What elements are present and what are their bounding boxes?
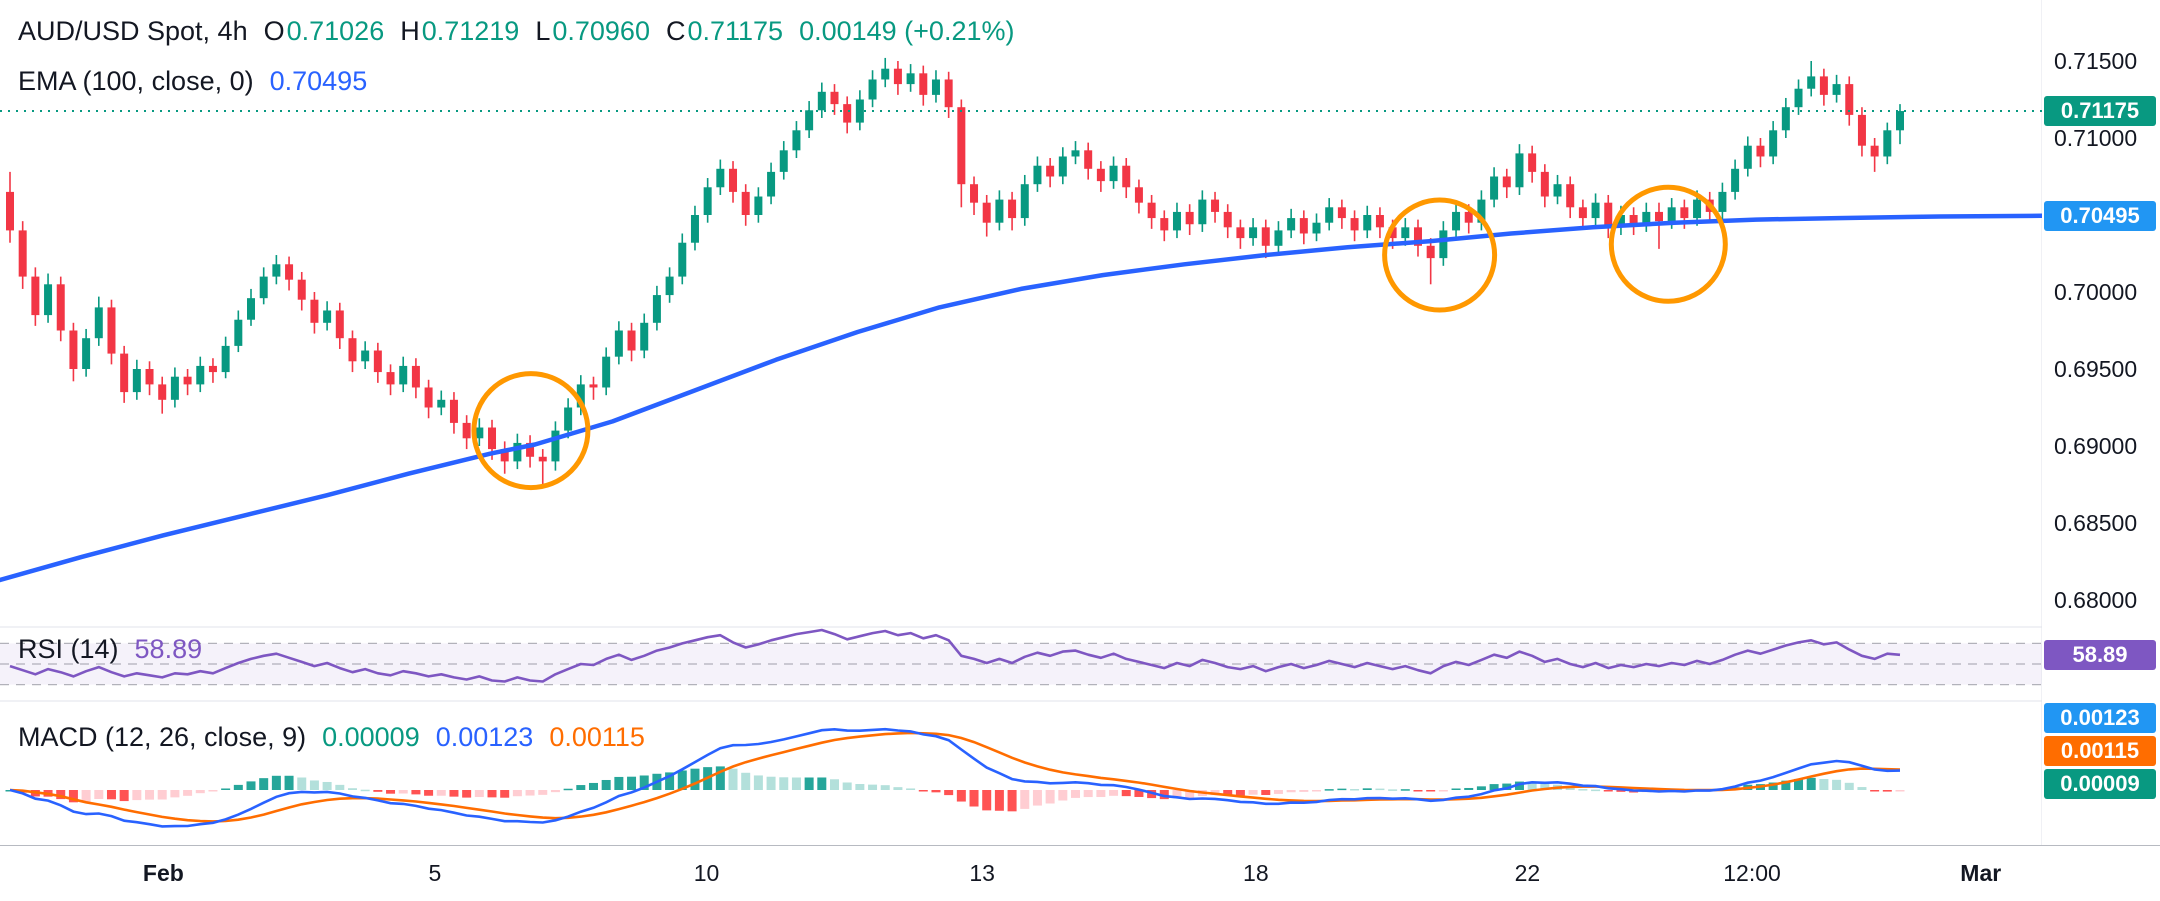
rsi-label: RSI (14) (18, 634, 119, 664)
macd-line-value: 0.00123 (435, 722, 534, 752)
price-tick-label: 0.71500 (2054, 48, 2138, 74)
change-value: 0.00149 (+0.21%) (799, 16, 1015, 46)
rsi-legend[interactable]: RSI (14) 58.89 (18, 634, 202, 665)
macd-line-badge: 0.00123 (2044, 703, 2156, 733)
macd-signal-badge: 0.00115 (2044, 736, 2156, 766)
time-axis-label: 22 (1514, 860, 1541, 886)
low-value: L 0.70960 (535, 16, 650, 46)
macd-signal-value: 0.00115 (549, 722, 645, 752)
last-price-badge: 0.71175 (2044, 96, 2156, 127)
candlestick-series[interactable] (6, 57, 1904, 485)
macd-histogram[interactable] (5, 766, 1905, 812)
time-axis-label: Feb (142, 860, 184, 886)
ema-value-badge: 0.70495 (2044, 200, 2156, 231)
macd-label: MACD (12, 26, close, 9) (18, 722, 307, 752)
ema-touch-circle[interactable] (1608, 184, 1728, 304)
macd-hist-badge: 0.00009 (2044, 769, 2156, 799)
macd-hist-value: 0.00009 (322, 722, 420, 752)
ema-line[interactable] (0, 213, 2045, 583)
rsi-line[interactable] (9, 628, 1901, 683)
symbol-legend[interactable]: AUD/USD Spot, 4h O 0.71026 H 0.71219 L 0.70… (18, 16, 1015, 47)
price-tick-label: 0.68000 (2054, 587, 2138, 613)
rsi-band (0, 642, 2042, 686)
panel-separators (0, 0, 2160, 845)
ema-touch-circle[interactable] (471, 371, 591, 491)
price-tick-label: 0.70000 (2054, 279, 2138, 305)
time-axis[interactable]: Feb 5 10 13 18 22 12:00 Mar (0, 845, 2160, 901)
ema-label: EMA (100, close, 0) (18, 66, 254, 96)
high-value: H 0.71219 (400, 16, 520, 46)
price-tick-label: 0.71000 (2054, 125, 2138, 151)
ema-value: 0.70495 (269, 66, 368, 96)
rsi-value: 58.89 (134, 634, 203, 664)
price-tick-label: 0.69500 (2054, 356, 2138, 382)
time-axis-label: 5 (428, 860, 442, 886)
time-axis-label: 18 (1243, 860, 1269, 886)
macd-line[interactable] (9, 727, 1901, 828)
ema-touch-circle[interactable] (1382, 197, 1498, 313)
close-value: C 0.71175 (665, 16, 784, 46)
macd-legend[interactable]: MACD (12, 26, close, 9) 0.00009 0.00123 … (18, 722, 645, 753)
price-tick-label: 0.68500 (2054, 510, 2138, 536)
symbol-title: AUD/USD Spot, 4h (18, 16, 248, 46)
open-value: O 0.71026 (263, 16, 385, 46)
time-axis-label: 13 (969, 860, 995, 886)
time-axis-label: 10 (693, 860, 720, 886)
price-tick-label: 0.69000 (2054, 433, 2138, 459)
time-axis-label: Mar (1960, 860, 2002, 886)
rsi-value-badge: 58.89 (2044, 639, 2156, 670)
ema-legend[interactable]: EMA (100, close, 0) 0.70495 (18, 66, 367, 97)
time-axis-label: 12:00 (1723, 860, 1781, 886)
